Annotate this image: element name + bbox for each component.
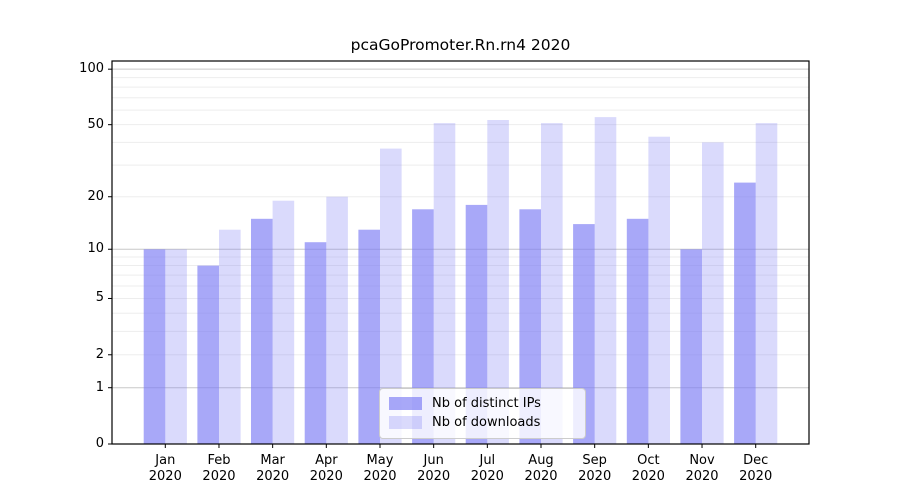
legend-item: Nb of distinct IPs	[389, 394, 576, 413]
bar-downloads-dec	[755, 123, 778, 444]
bar-downloads-aug	[541, 123, 563, 444]
bar-downloads-mar	[272, 200, 295, 444]
bar-downloads-jul	[487, 120, 509, 444]
chart-title: pcaGoPromoter.Rn.rn4 2020	[350, 36, 571, 54]
bar-distinct-ips-jan	[143, 249, 166, 444]
bar-downloads-apr	[326, 196, 348, 444]
bar-downloads-jan	[165, 249, 187, 444]
y-tick-label-50: 50	[87, 116, 104, 132]
x-tick-label-sep: Sep 2020	[578, 453, 612, 484]
y-tick-label-1: 1	[95, 379, 104, 395]
x-tick-label-aug: Aug 2020	[524, 453, 558, 484]
bar-distinct-ips-oct	[626, 218, 649, 444]
x-tick-label-nov: Nov 2020	[685, 453, 719, 484]
bar-distinct-ips-jul	[465, 204, 488, 444]
bar-distinct-ips-may	[358, 229, 380, 444]
x-tick-label-jan: Jan 2020	[148, 453, 182, 484]
y-tick-label-100: 100	[79, 61, 104, 77]
x-tick-label-jul: Jul 2020	[470, 453, 504, 484]
legend-label: Nb of downloads	[432, 415, 541, 430]
bar-distinct-ips-mar	[251, 218, 273, 444]
bar-downloads-sep	[594, 117, 617, 444]
legend-swatch-downloads	[389, 416, 422, 429]
legend-swatch-distinct-ips	[389, 397, 422, 410]
bar-distinct-ips-feb	[197, 265, 219, 444]
x-tick-label-feb: Feb 2020	[202, 453, 236, 484]
bar-distinct-ips-aug	[519, 209, 541, 444]
bar-distinct-ips-nov	[680, 249, 702, 444]
y-tick-label-5: 5	[95, 290, 104, 306]
y-tick-label-20: 20	[87, 188, 104, 204]
x-tick-label-mar: Mar 2020	[256, 453, 290, 484]
legend-label: Nb of distinct IPs	[432, 396, 541, 411]
bar-distinct-ips-jun	[412, 209, 434, 444]
y-tick-label-0: 0	[95, 436, 104, 451]
x-tick-label-may: May 2020	[363, 453, 397, 484]
bar-distinct-ips-apr	[304, 242, 327, 444]
legend: Nb of distinct IPs Nb of downloads	[379, 388, 586, 439]
x-tick-label-oct: Oct 2020	[631, 453, 665, 484]
legend-item: Nb of downloads	[389, 413, 576, 432]
plot-frame	[111, 60, 810, 445]
y-tick-label-2: 2	[95, 346, 104, 362]
bar-downloads-jun	[433, 123, 456, 444]
x-tick-label-jun: Jun 2020	[417, 453, 451, 484]
x-tick-label-apr: Apr 2020	[309, 453, 343, 484]
y-tick-label-10: 10	[87, 241, 104, 257]
bar-distinct-ips-dec	[734, 182, 756, 444]
bar-downloads-oct	[648, 136, 670, 444]
bar-downloads-nov	[702, 142, 724, 444]
x-tick-label-dec: Dec 2020	[739, 453, 773, 484]
bar-downloads-feb	[219, 229, 241, 444]
bar-downloads-may	[380, 148, 402, 444]
